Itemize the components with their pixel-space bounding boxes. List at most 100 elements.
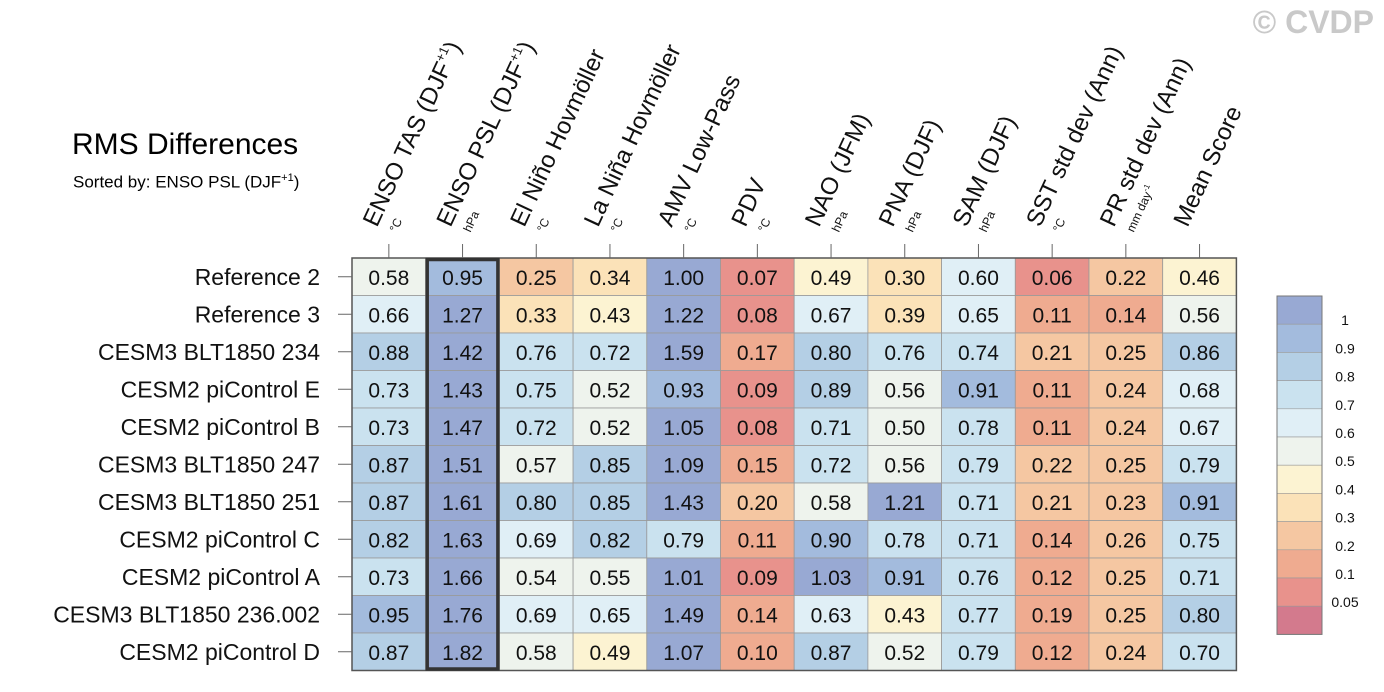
cell-value-label: 0.56 <box>1179 304 1220 327</box>
cell-value-label: 0.77 <box>958 604 999 627</box>
cell-value-label: 1.49 <box>663 604 704 627</box>
colorbar: 1 0.9 0.8 0.7 0.6 0.5 0.4 0.3 0.2 0.1 0.05 <box>1276 295 1359 635</box>
cell-value-label: 1.51 <box>442 454 483 477</box>
cell-value-label: 0.72 <box>590 342 631 365</box>
heatmap-cell <box>646 407 721 446</box>
heatmap-cell <box>720 632 795 671</box>
cell-value-label: 0.15 <box>737 454 778 477</box>
column-unit: °C <box>681 216 700 234</box>
cell-value-label: 0.73 <box>368 567 409 590</box>
cell-value-label: 0.66 <box>368 304 409 327</box>
row-label: CESM2 piControl B <box>121 414 320 440</box>
colorbar-swatch <box>1276 323 1323 353</box>
cell-value-label: 0.86 <box>1179 342 1220 365</box>
colorbar-label: 0.05 <box>1331 594 1358 610</box>
cell-value-label: 0.82 <box>590 529 631 552</box>
column-label-superscript: +1 <box>432 44 452 64</box>
heatmap-cell <box>351 482 427 521</box>
heatmap-cell <box>425 295 500 334</box>
cell-value-label: 0.11 <box>1032 379 1071 402</box>
heatmap-cell <box>1088 407 1164 446</box>
colorbar-swatch <box>1276 408 1323 438</box>
heatmap-cell <box>1014 482 1090 521</box>
heatmap-cell <box>572 257 648 296</box>
heatmap-cell <box>572 632 648 671</box>
heatmap-cell <box>1014 370 1090 409</box>
cell-value-label: 0.82 <box>368 529 409 552</box>
heatmap-cell <box>1088 520 1164 559</box>
cell-value-label: 1.59 <box>663 342 704 365</box>
heatmap-cell <box>1162 520 1237 559</box>
cell-value-label: 0.12 <box>1032 642 1073 665</box>
heatmap-cell <box>720 407 795 446</box>
heatmap-cell <box>351 557 427 596</box>
row-label: CESM2 piControl C <box>119 526 320 552</box>
cell-value-label: 1.09 <box>663 454 704 477</box>
cell-value-label: 0.25 <box>1105 567 1146 590</box>
cell-value-label: 0.57 <box>516 454 557 477</box>
cell-value-label: 1.22 <box>663 304 704 327</box>
heatmap-cell <box>793 370 869 409</box>
heatmap-cell <box>793 632 869 671</box>
heatmap-cell <box>1014 595 1090 634</box>
heatmap-cell <box>572 370 648 409</box>
heatmap-cell <box>572 520 648 559</box>
heatmap-cell <box>351 257 427 296</box>
colorbar-swatch <box>1276 436 1323 466</box>
heatmap-cell <box>793 520 869 559</box>
cell-value-label: 0.09 <box>737 567 778 590</box>
heatmap-cell <box>646 482 721 521</box>
heatmap-cell <box>646 520 721 559</box>
cell-value-label: 0.50 <box>884 417 925 440</box>
heatmap-cell <box>1088 557 1164 596</box>
heatmap-cell <box>1014 632 1090 671</box>
heatmap-cell <box>498 482 574 521</box>
cell-value-label: 0.26 <box>1105 529 1146 552</box>
heatmap-cell <box>941 445 1016 484</box>
colorbar-swatch <box>1276 295 1323 325</box>
cell-value-label: 0.49 <box>811 267 852 290</box>
heatmap-cell <box>720 482 795 521</box>
cell-value-label: 0.80 <box>811 342 852 365</box>
cell-value-label: 0.25 <box>1105 604 1146 627</box>
cell-value-label: 0.71 <box>958 529 999 552</box>
heatmap-cell <box>498 557 574 596</box>
heatmap-cell <box>867 407 943 446</box>
cvdp-watermark: © CVDP <box>1252 4 1374 40</box>
cell-value-label: 1.43 <box>442 379 483 402</box>
cell-value-label: 0.87 <box>368 642 409 665</box>
cell-value-label: 0.80 <box>516 492 557 515</box>
cell-value-label: 0.65 <box>590 604 631 627</box>
column-label-superscript: +1 <box>506 44 526 64</box>
cell-value-label: 0.95 <box>368 604 409 627</box>
cell-value-label: 0.10 <box>737 642 778 665</box>
chart-title: RMS Differences <box>72 128 299 161</box>
cell-value-label: 0.19 <box>1032 604 1073 627</box>
cell-value-label: 0.14 <box>1105 304 1146 327</box>
cell-value-label: 0.95 <box>442 267 483 290</box>
cell-value-label: 0.24 <box>1105 379 1146 402</box>
colorbar-label: 0.4 <box>1335 481 1355 497</box>
cell-value-label: 0.79 <box>1179 454 1220 477</box>
heatmap-cell <box>351 520 427 559</box>
cell-value-label: 0.14 <box>1032 529 1073 552</box>
row-label: CESM2 piControl A <box>122 564 321 590</box>
colorbar-label: 0.1 <box>1335 566 1355 582</box>
row-labels: Reference 2 Reference 3 CESM3 BLT1850 234 C… <box>53 264 352 665</box>
colorbar-swatch <box>1276 352 1323 381</box>
colorbar-label: 0.6 <box>1335 425 1355 441</box>
heatmap-cell <box>793 595 869 634</box>
heatmap-cell <box>572 445 648 484</box>
cell-value-label: 0.90 <box>811 529 852 552</box>
heatmap-cell <box>1014 520 1090 559</box>
heatmap-cell <box>572 595 648 634</box>
column-unit: °C <box>755 216 774 234</box>
cell-value-label: 0.79 <box>958 454 999 477</box>
cell-value-label: 0.43 <box>590 304 631 327</box>
cell-value-label: 0.52 <box>884 642 925 665</box>
heatmap-cell <box>646 332 721 371</box>
cell-value-label: 0.71 <box>811 417 852 440</box>
cell-value-label: 0.65 <box>958 304 999 327</box>
cell-value-label: 0.76 <box>958 567 999 590</box>
colorbar-swatch <box>1276 549 1323 579</box>
